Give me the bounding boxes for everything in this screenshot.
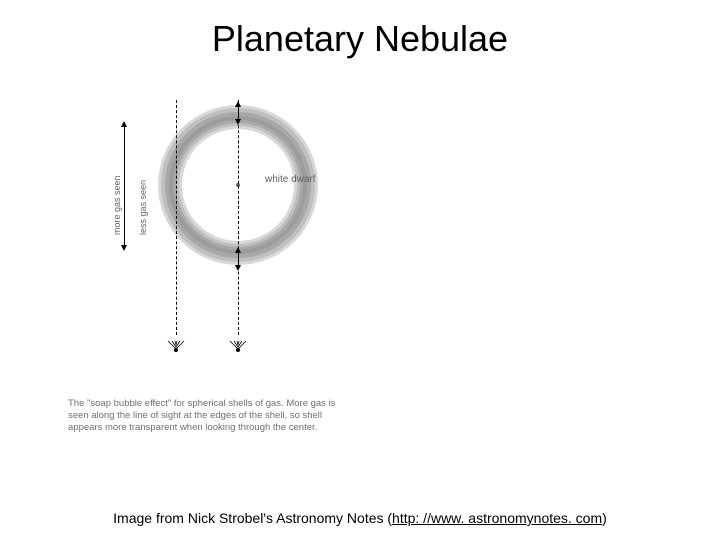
eye-icon [228,339,248,353]
thickness-arrow-top [238,105,239,119]
nebula-diagram: white dwarf more gas seen less gas seen [68,95,388,395]
more-gas-arrow [124,125,125,245]
sightline-center [238,100,239,335]
credit-suffix: ) [602,510,607,526]
arrowhead-icon [121,121,127,127]
arrowhead-icon [121,245,127,251]
thickness-arrow-bottom [238,251,239,265]
white-dwarf-label: white dwarf [265,174,316,185]
eye-icon [166,339,186,353]
arrowhead-icon [235,265,241,271]
diagram-caption: The "soap bubble effect" for spherical s… [68,398,348,434]
sightline-edge [176,100,177,335]
arrowhead-icon [235,101,241,107]
arrowhead-icon [235,119,241,125]
more-gas-label: more gas seen [112,175,122,235]
image-credit: Image from Nick Strobel's Astronomy Note… [0,510,720,526]
arrowhead-icon [235,247,241,253]
credit-link[interactable]: http: //www. astronomynotes. com [392,510,602,526]
less-gas-label: less gas seen [138,180,148,235]
slide-title: Planetary Nebulae [0,18,720,60]
credit-prefix: Image from Nick Strobel's Astronomy Note… [113,510,392,526]
